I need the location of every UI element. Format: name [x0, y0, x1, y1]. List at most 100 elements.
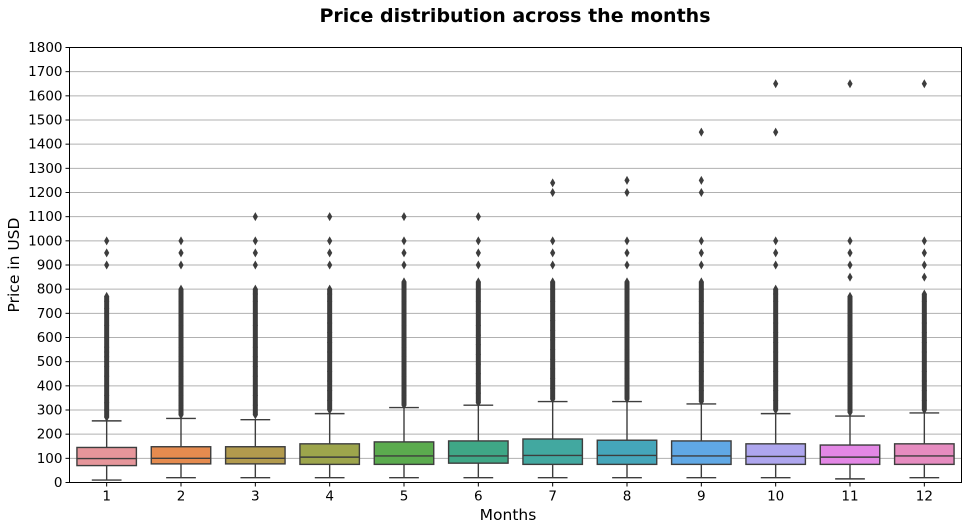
box-iqr [670, 440, 732, 466]
outlier-point [847, 330, 853, 340]
outlier-point [327, 347, 333, 357]
y-tick-label: 0 [54, 475, 63, 491]
x-tick-label: 6 [474, 489, 483, 505]
outlier-point [847, 359, 853, 369]
outlier-point [475, 369, 481, 379]
outlier-point [104, 381, 110, 391]
y-gridlines [69, 47, 962, 483]
outlier-point [624, 394, 630, 404]
outlier-point [252, 289, 258, 299]
outlier-point [698, 284, 704, 294]
outlier-point [624, 248, 630, 258]
outlier-point [104, 333, 110, 342]
box-month-6 [447, 212, 509, 479]
outlier-point [550, 354, 556, 364]
outlier-point [773, 318, 779, 328]
outlier-point [401, 284, 407, 294]
outlier-point [698, 308, 704, 318]
outlier-point [773, 79, 779, 89]
outlier-point [550, 374, 556, 384]
outlier-point [401, 362, 407, 371]
y-tick-label: 200 [37, 427, 63, 443]
outlier-point [401, 248, 407, 258]
y-tick-label: 1400 [28, 137, 62, 153]
outlier-point [698, 347, 704, 357]
outlier-point [921, 376, 927, 386]
x-tick-label: 12 [916, 489, 933, 505]
box-series [76, 79, 955, 481]
outlier-point [252, 381, 258, 391]
outlier-point [178, 352, 184, 362]
outlier-point [178, 236, 184, 246]
outlier-point [550, 335, 556, 345]
outlier-point [624, 260, 630, 270]
outlier-point [921, 395, 927, 405]
outlier-point [773, 347, 779, 357]
outlier-point [698, 376, 704, 386]
outlier-point [698, 337, 704, 347]
outlier-point [178, 284, 184, 294]
outlier-point [847, 349, 853, 359]
y-tick-label: 1800 [28, 40, 62, 56]
outlier-point [773, 296, 779, 306]
outlier-point [921, 366, 927, 376]
outlier-point [624, 296, 630, 306]
box-iqr [447, 440, 509, 464]
box-iqr [596, 439, 658, 466]
outlier-point [624, 236, 630, 246]
box-month-10 [745, 79, 807, 479]
outlier-point [550, 383, 556, 393]
outlier-point [847, 236, 853, 246]
x-tick-label: 8 [623, 489, 632, 505]
outlier-point [104, 362, 110, 371]
outlier-point [550, 394, 556, 404]
box-month-9 [670, 127, 732, 479]
outlier-point [104, 391, 110, 400]
outlier-point [773, 405, 779, 415]
outlier-point [401, 391, 407, 400]
outlier-point [401, 381, 407, 391]
outlier-point [178, 362, 184, 371]
outlier-point [327, 296, 333, 306]
outlier-point [773, 395, 779, 405]
box-month-12 [893, 79, 955, 479]
outlier-point [475, 378, 481, 388]
x-tick-label: 10 [767, 489, 784, 505]
box-month-2 [150, 236, 212, 479]
outlier-point [178, 381, 184, 391]
y-tick-label: 100 [37, 451, 63, 467]
y-tick-label: 300 [37, 403, 63, 419]
outlier-point [698, 386, 704, 396]
outlier-point [327, 328, 333, 338]
x-tick-label: 7 [548, 489, 557, 505]
outlier-point [252, 371, 258, 381]
y-axis-ticks: 0 100 200 300 400 500 600 700 800 900 1000 1100 1200… [28, 40, 70, 491]
outlier-point [252, 362, 258, 371]
outlier-point [401, 400, 407, 410]
outlier-point [921, 236, 927, 246]
y-tick-label: 1200 [28, 185, 62, 201]
outlier-point [624, 335, 630, 345]
outlier-point [550, 188, 556, 197]
outlier-point [178, 410, 184, 420]
outlier-point [624, 188, 630, 197]
outlier-point [847, 407, 853, 417]
outlier-point [847, 340, 853, 350]
outlier-point [550, 178, 556, 188]
outlier-point [327, 366, 333, 376]
outlier-point [624, 354, 630, 364]
outlier-point [550, 345, 556, 355]
outlier-point [401, 260, 407, 270]
outlier-point [475, 388, 481, 398]
x-axis-label: Months [480, 506, 537, 524]
outlier-point [624, 308, 630, 318]
outlier-point [624, 374, 630, 384]
outlier-point [252, 352, 258, 362]
box-month-1 [76, 236, 138, 481]
outlier-point [178, 260, 184, 270]
outlier-point [773, 337, 779, 347]
outlier-point [847, 398, 853, 408]
y-axis-label: Price in USD [5, 217, 23, 312]
outlier-point [475, 296, 481, 306]
outlier-point [104, 357, 110, 367]
